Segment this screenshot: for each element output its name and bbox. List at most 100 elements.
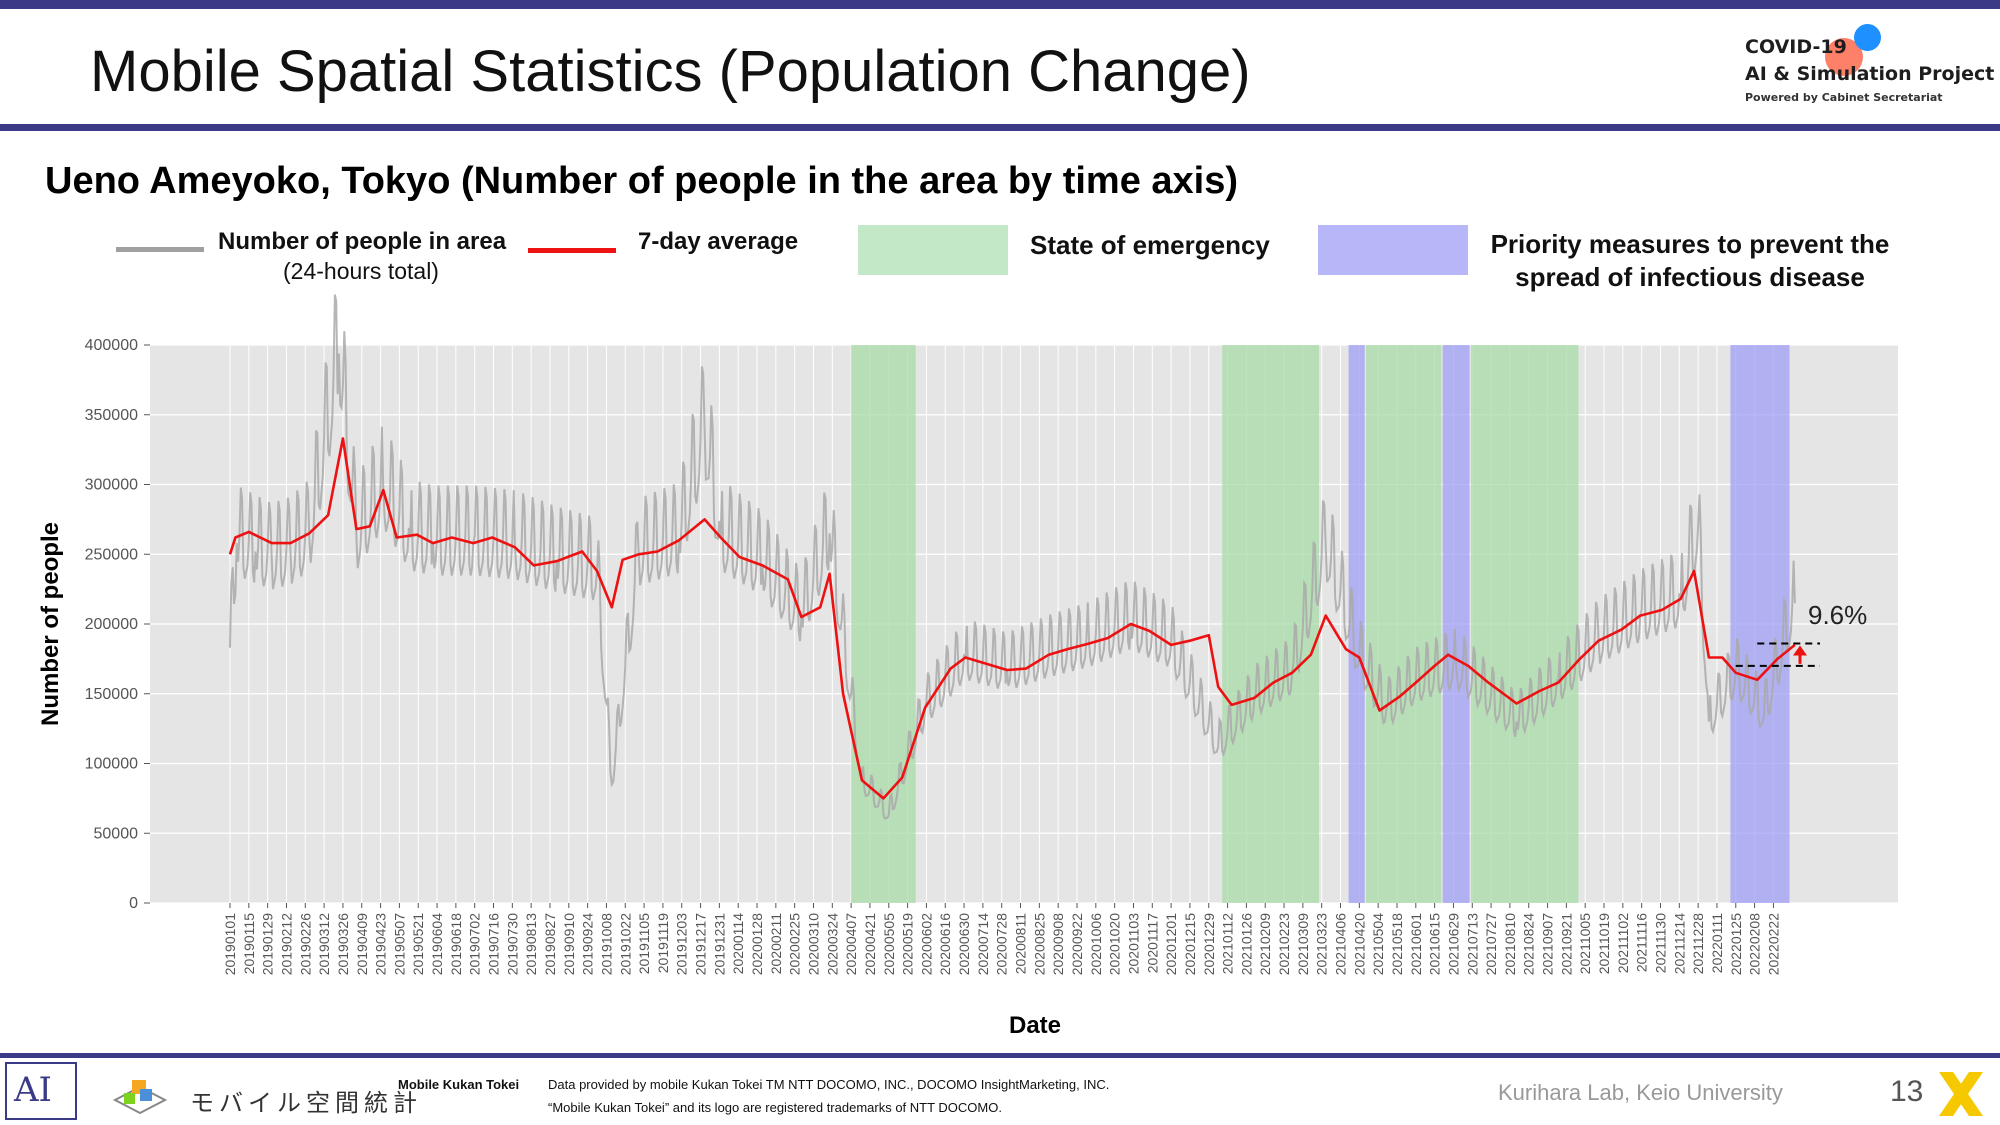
mobile-kukan-tokei-japanese: モバイル空間統計 (190, 1089, 422, 1117)
brand-line-3: Powered by Cabinet Secretariat (1745, 91, 1943, 104)
x-tick-label: 20191119 (655, 913, 671, 973)
x-tick-label: 20200616 (937, 913, 953, 976)
x-tick-label: 20201020 (1107, 913, 1123, 976)
x-tick-label: 20210323 (1314, 913, 1330, 976)
x-tick-label: 20190521 (410, 913, 426, 976)
x-tick-label: 20210126 (1238, 913, 1254, 976)
emergency-band (1366, 345, 1442, 903)
mobile-kukan-tokei-name: Mobile Kukan Tokei (398, 1077, 520, 1092)
legend-raw-label: Number of people in area (218, 228, 507, 255)
x-tick-label: 20211116 (1634, 913, 1650, 972)
x-tick-label: 20211019 (1596, 913, 1612, 974)
x-tick-label: 20210907 (1540, 913, 1556, 976)
x-tick-label: 20191105 (636, 913, 652, 974)
x-tick-label: 20210112 (1220, 913, 1236, 974)
legend-priority-label: Priority measures to prevent the spread … (1490, 229, 1890, 292)
y-tick-label: 150000 (85, 686, 138, 703)
x-tick-label: 20210615 (1427, 913, 1443, 976)
x-tick-label: 20200211 (768, 913, 784, 974)
lab-logo-text: AI (14, 1070, 52, 1110)
x-tick-label: 20211228 (1690, 913, 1706, 974)
x-tick-label: 20190409 (354, 913, 370, 976)
x-tick-label: 20200728 (994, 913, 1010, 976)
slide-title: Mobile Spatial Statistics (Population Ch… (90, 39, 1251, 104)
series-line-7-day-average (228, 437, 1796, 800)
x-tick-label: 20220111 (1709, 913, 1725, 973)
x-tick-label: 20210420 (1351, 913, 1367, 976)
x-tick-label: 20201117 (1144, 913, 1160, 973)
brand-blue-dot (1854, 24, 1881, 51)
x-tick-label: 20200908 (1050, 913, 1066, 976)
x-tick-label: 20190827 (542, 913, 558, 976)
x-tick-label: 20210810 (1502, 913, 1518, 976)
x-tick-label: 20190115 (241, 913, 257, 974)
brand-line-2: AI & Simulation Project (1745, 63, 1995, 85)
page-number: 13 (1890, 1075, 1924, 1108)
x-tick-label: 20220125 (1728, 913, 1744, 976)
x-tick-label: 20200324 (824, 913, 840, 976)
x-tick-label: 20211102 (1615, 913, 1631, 973)
legend-raw-swatch (116, 247, 204, 252)
x-tick-label: 20190813 (523, 913, 539, 976)
x-tick-label: 20191203 (674, 913, 690, 976)
legend-avg-label: 7-day average (638, 228, 799, 255)
bottom-rule (0, 1053, 2000, 1058)
legend-priority-swatch (1318, 225, 1468, 275)
x-tick-label: 20201006 (1088, 913, 1104, 976)
x-tick-label: 20190507 (391, 913, 407, 976)
legend-raw-sublabel: (24-hours total) (283, 258, 439, 284)
x-tick-label: 20191008 (598, 913, 614, 976)
annotation-arrow-head (1793, 645, 1807, 656)
x-tick-label: 20200407 (843, 913, 859, 976)
x-tick-label: 20200114 (730, 913, 746, 974)
y-tick-label: 300000 (85, 477, 138, 494)
x-tick-label: 20200602 (918, 913, 934, 976)
lab-name: Kurihara Lab, Keio University (1498, 1080, 1783, 1105)
x-tick-label: 20200811 (1013, 913, 1029, 974)
x-tick-label: 20210518 (1389, 913, 1405, 976)
x-tick-label: 20201229 (1201, 913, 1217, 976)
y-tick-label: 100000 (85, 756, 138, 773)
x-tick-label: 20190312 (316, 913, 332, 976)
x-tick-label: 20210921 (1558, 913, 1574, 976)
x-tick-label: 20200825 (1031, 913, 1047, 976)
x-tick-label: 20191231 (711, 913, 727, 976)
x-tick-label: 20190716 (486, 913, 502, 976)
priority-measures-band (1442, 345, 1470, 903)
y-tick-label: 200000 (85, 616, 138, 633)
series-line-number-of-people (229, 294, 1796, 820)
x-tick-label: 20190730 (504, 913, 520, 976)
x-tick-label: 20200630 (956, 913, 972, 976)
priority-measures-band (1348, 345, 1365, 903)
y-tick-label: 250000 (85, 546, 138, 563)
annotation-text: 9.6% (1808, 600, 1867, 630)
x-tick-label: 20190212 (278, 913, 294, 976)
x-tick-label: 20201215 (1182, 913, 1198, 976)
x-axis-label: Date (1009, 1012, 1061, 1039)
x-tick-label: 20190326 (335, 913, 351, 976)
project-brand: COVID-19 AI & Simulation Project Powered… (1745, 24, 1995, 104)
credit-line-2: “Mobile Kukan Tokei” and its logo are re… (548, 1100, 1002, 1115)
x-tick-label: 20200505 (881, 913, 897, 976)
lab-logo (5, 1062, 77, 1120)
mobile-kukan-tokei-logo-icon (112, 1080, 168, 1115)
legend-avg-swatch (528, 248, 616, 253)
y-tick-label: 400000 (85, 337, 138, 354)
emergency-band (1470, 345, 1579, 903)
x-tick-label: 20190910 (561, 913, 577, 976)
x-tick-label: 20210601 (1408, 913, 1424, 976)
x-tick-label: 20190423 (373, 913, 389, 976)
x-tick-label: 20220222 (1765, 913, 1781, 976)
x-tick-label: 20191022 (617, 913, 633, 976)
y-axis-label: Number of people (37, 522, 64, 726)
x-tick-label: 20200421 (862, 913, 878, 976)
x-tick-label: 20210824 (1521, 913, 1537, 976)
x-tick-label: 20200310 (805, 913, 821, 976)
x-tick-label: 20210209 (1257, 913, 1273, 976)
x-tick-label: 20190604 (429, 913, 445, 976)
x-tick-label: 20200922 (1069, 913, 1085, 976)
x-tick-label: 20190702 (467, 913, 483, 976)
emergency-band (851, 345, 916, 903)
top-rule (0, 0, 2000, 9)
population-chart: 0 50000 100000 150000 200000 250000 300000 3500… (37, 294, 1898, 1039)
